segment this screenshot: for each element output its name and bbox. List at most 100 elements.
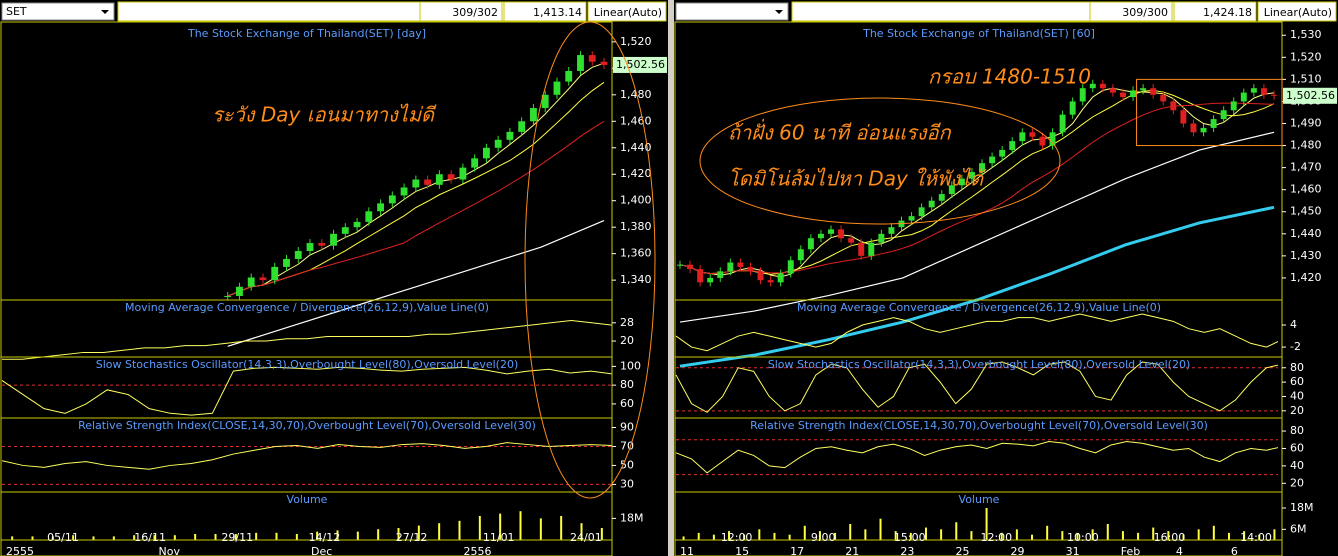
- plot-area: [2, 51, 612, 540]
- period-label: Dec: [311, 545, 332, 556]
- candle: [447, 174, 455, 180]
- candle: [600, 61, 608, 65]
- date-label: 05/11: [47, 531, 79, 544]
- candle: [1089, 83, 1096, 89]
- candle: [1019, 132, 1026, 142]
- annotation: โดมิโน่ล้มไปหา Day ให้พังได้: [728, 167, 987, 191]
- toolbar-value: 1,424.18: [1203, 6, 1252, 19]
- candle: [1079, 88, 1086, 102]
- candle: [1180, 110, 1187, 124]
- indicator-line: [2, 442, 612, 470]
- candle: [1220, 110, 1227, 120]
- candle: [1200, 127, 1207, 133]
- y-tick-label: 18M: [620, 511, 644, 524]
- candle: [908, 216, 915, 221]
- toolbar-cell: [1173, 1, 1257, 22]
- candle: [306, 243, 314, 252]
- y-tick-label: 60: [1290, 375, 1304, 388]
- y-tick-label: 1,460: [620, 114, 652, 127]
- y-tick-label: 1,520: [620, 35, 652, 48]
- y-tick-label: 1,470: [1290, 161, 1322, 174]
- symbol-dropdown[interactable]: [675, 2, 789, 21]
- candle: [412, 179, 420, 188]
- candle: [365, 211, 373, 222]
- date-label: 12:00: [980, 531, 1012, 544]
- symbol-dropdown[interactable]: [1, 2, 115, 21]
- candle: [553, 81, 561, 95]
- period-label: 31: [1066, 545, 1080, 556]
- candle: [697, 269, 704, 283]
- y-tick-label: 28: [620, 316, 634, 329]
- trend-line: [679, 131, 1275, 323]
- date-label: 15:00: [894, 531, 926, 544]
- candle: [968, 172, 975, 179]
- panel-title: Moving Average Convergence / Divergence(…: [125, 301, 489, 314]
- y-tick-label: 60: [620, 397, 634, 410]
- dropdown-arrow: [101, 10, 109, 14]
- candle: [1099, 83, 1106, 89]
- y-tick-label: 60: [1290, 441, 1304, 454]
- y-tick-label: 1,530: [1290, 28, 1322, 41]
- y-tick-label: 30: [620, 477, 634, 490]
- candle: [224, 296, 232, 298]
- candle: [1049, 132, 1056, 146]
- toolbar-cell: [503, 1, 587, 22]
- candle: [424, 179, 432, 185]
- candle: [918, 207, 925, 217]
- y-tick-label: 70: [620, 439, 634, 452]
- indicator-line: [675, 440, 1278, 474]
- period-label: 25: [955, 545, 969, 556]
- trend-line: [227, 220, 605, 347]
- date-label: 11/01: [483, 531, 515, 544]
- panel-title: Relative Strength Index(CLOSE,14,30,70),…: [750, 419, 1208, 432]
- candle: [1150, 88, 1157, 95]
- candle: [588, 55, 596, 62]
- y-tick-label: 1,450: [1290, 205, 1322, 218]
- y-tick-label: 1,400: [620, 194, 652, 207]
- y-tick-label: 4: [1290, 318, 1297, 331]
- panel-title: The Stock Exchange of Thailand(SET) [day…: [187, 27, 426, 40]
- candle: [979, 163, 986, 173]
- date-label: 12:00: [721, 531, 753, 544]
- toolbar-cell: [419, 1, 503, 22]
- y-tick-label: 100: [620, 359, 641, 372]
- candle: [1271, 94, 1277, 96]
- candle: [807, 238, 814, 250]
- y-tick-label: 20: [1290, 476, 1304, 489]
- candle: [1120, 92, 1126, 98]
- candle: [459, 167, 467, 180]
- panel-title: Moving Average Convergence / Divergence(…: [797, 301, 1161, 314]
- candle: [1029, 132, 1036, 137]
- candle: [1109, 88, 1116, 93]
- candle: [1240, 92, 1247, 102]
- indicator-line: [2, 320, 612, 360]
- candle: [518, 121, 526, 132]
- candle: [958, 178, 965, 186]
- candle: [777, 273, 784, 283]
- candle: [1260, 88, 1267, 95]
- toolbar-scale: Linear(Auto): [1264, 6, 1332, 19]
- candle: [727, 262, 734, 272]
- candle: [858, 242, 865, 256]
- date-label: 14/12: [309, 531, 341, 544]
- annotation: ถ้าฝั่ง 60 นาที อ่อนแรงอีก: [728, 119, 952, 145]
- indicator-line: [2, 366, 612, 416]
- candle: [767, 280, 774, 283]
- candle: [294, 251, 302, 259]
- y-tick-label: 1,510: [1290, 72, 1322, 85]
- toolbar-cell: [1089, 1, 1173, 22]
- y-tick-label: 1,490: [1290, 116, 1322, 129]
- chart-panel: 309/300 1,424.18 Linear(Auto) The Stock Exc…: [674, 0, 1338, 556]
- candle: [1190, 123, 1197, 133]
- candle: [948, 185, 955, 195]
- y-tick-label: 40: [1290, 459, 1304, 472]
- y-tick-label: 1,380: [620, 220, 652, 233]
- y-tick-label: 1,430: [1290, 249, 1322, 262]
- annotation-ellipse: [699, 97, 1061, 225]
- splitter: [668, 0, 674, 556]
- y-tick-label: 80: [1290, 424, 1304, 437]
- period-label: 15: [735, 545, 749, 556]
- date-label: 16:00: [1154, 531, 1186, 544]
- dropdown-arrow: [775, 10, 783, 14]
